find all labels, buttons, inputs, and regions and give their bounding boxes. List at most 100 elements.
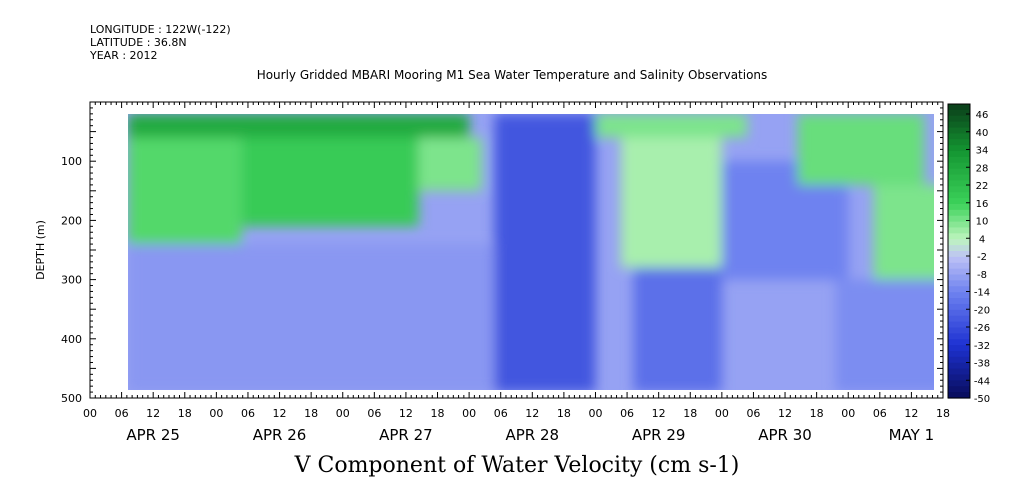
colorbar-swatch <box>948 139 970 146</box>
colorbar-swatch <box>948 303 970 311</box>
heatmap-cell <box>595 114 748 138</box>
colorbar-swatch <box>948 180 970 187</box>
heatmap-cell <box>633 267 722 390</box>
colorbar-swatch <box>948 203 970 211</box>
colorbar-swatch <box>948 215 970 223</box>
x-tick-label: 00 <box>715 407 729 420</box>
colorbar-frame <box>947 103 971 399</box>
x-tick-label: 12 <box>273 407 287 420</box>
colorbar-label: -14 <box>974 288 990 299</box>
x-tick-label: 00 <box>336 407 350 420</box>
colorbar-swatch <box>948 239 970 246</box>
x-tick-label: 06 <box>367 407 381 420</box>
x-tick-label: 12 <box>399 407 413 420</box>
colorbar-swatch <box>948 127 970 134</box>
day-label: APR 28 <box>505 426 559 444</box>
x-tick-label: 06 <box>620 407 634 420</box>
colorbar-swatch <box>948 192 970 199</box>
x-tick-label: 18 <box>683 407 697 420</box>
colorbar-swatch <box>948 292 970 299</box>
colorbar-swatch <box>948 251 970 258</box>
colorbar-swatch <box>948 151 970 158</box>
colorbar-swatch <box>948 356 970 364</box>
y-axis-title: DEPTH (m) <box>34 220 47 280</box>
x-tick-label: 18 <box>304 407 318 420</box>
y-tick-label: 400 <box>61 333 82 346</box>
day-label: APR 27 <box>379 426 433 444</box>
colorbar-swatch <box>948 186 970 193</box>
colorbar-label: -8 <box>977 270 987 281</box>
heatmap-cell <box>797 114 925 185</box>
x-tick-label: 06 <box>746 407 760 420</box>
y-tick-label: 300 <box>61 274 82 287</box>
x-axis-title: V Component of Water Velocity (cm s-1) <box>294 453 740 478</box>
colorbar-label: 28 <box>976 163 989 174</box>
colorbar-swatch <box>948 374 970 381</box>
colorbar-swatch <box>948 345 970 352</box>
colorbar-swatch <box>948 368 970 376</box>
x-tick-label: 06 <box>873 407 887 420</box>
colorbar-swatch <box>948 321 970 329</box>
colorbar-swatch <box>948 286 970 293</box>
colorbar-label: -38 <box>974 359 990 370</box>
colorbar-label: -50 <box>974 394 990 405</box>
x-tick-label: 12 <box>904 407 918 420</box>
colorbar-swatch <box>948 274 970 281</box>
y-tick-label: 500 <box>61 392 82 405</box>
colorbar-label: 4 <box>979 234 985 245</box>
colorbar-swatch <box>948 209 970 217</box>
day-label: APR 26 <box>253 426 307 444</box>
colorbar-swatch <box>948 386 970 393</box>
chart-title: Hourly Gridded MBARI Mooring M1 Sea Wate… <box>256 68 768 82</box>
heatmap-cell <box>873 184 934 280</box>
colorbar-swatch <box>948 174 970 182</box>
day-label: APR 25 <box>126 426 180 444</box>
x-tick-label: 12 <box>652 407 666 420</box>
colorbar-label: 16 <box>976 199 989 210</box>
heatmap-cell <box>835 279 934 390</box>
colorbar-swatch <box>948 115 970 123</box>
colorbar-label: 40 <box>976 128 989 139</box>
colorbar-swatch <box>948 156 970 164</box>
heatmap-cell <box>128 244 495 390</box>
colorbar-swatch <box>948 245 970 252</box>
heatmap-cell <box>241 137 419 227</box>
colorbar-swatch <box>948 315 970 323</box>
x-tick-label: 12 <box>778 407 792 420</box>
colorbar-label: -2 <box>977 252 987 263</box>
day-label: APR 29 <box>632 426 686 444</box>
colorbar-swatch <box>948 227 970 234</box>
day-label: APR 30 <box>758 426 812 444</box>
y-tick-label: 200 <box>61 214 82 227</box>
heatmap-regions <box>128 114 934 390</box>
colorbar-label: -26 <box>974 323 990 334</box>
x-tick-label: 06 <box>494 407 508 420</box>
colorbar-swatch <box>948 104 970 111</box>
colorbar-label: -44 <box>974 376 990 387</box>
colorbar-label: 46 <box>976 110 989 121</box>
x-tick-label: 18 <box>810 407 824 420</box>
colorbar-label: 22 <box>976 181 989 192</box>
colorbar-swatch <box>948 298 970 305</box>
axes: 00 06 12 18 00 06 12 18 00 06 12 18 00 06 12 18 00 06 12 18… <box>34 101 950 444</box>
y-tick-label: 100 <box>61 155 82 168</box>
colorbar-label: 10 <box>976 217 989 228</box>
colorbar-swatch <box>948 198 970 205</box>
heatmap-field <box>128 114 934 390</box>
day-label: MAY 1 <box>889 426 935 444</box>
colorbar-swatch <box>948 327 970 334</box>
colorbar-swatch <box>948 168 970 176</box>
colorbar-swatch <box>948 221 970 229</box>
colorbar-swatch <box>948 380 970 387</box>
x-tick-label: 06 <box>115 407 129 420</box>
x-tick-label: 18 <box>557 407 571 420</box>
colorbar: 46 40 34 28 22 16 10 4 -2 -8 -14 -20 -26 -32 -38 -44 -50 <box>947 103 990 405</box>
colorbar-swatch <box>948 350 970 358</box>
colorbar-label: -20 <box>974 305 990 316</box>
colorbar-swatch <box>948 233 970 240</box>
x-tick-label: 12 <box>525 407 539 420</box>
colorbar-swatch <box>948 362 970 370</box>
x-tick-label: 00 <box>841 407 855 420</box>
x-tick-label: 12 <box>146 407 160 420</box>
